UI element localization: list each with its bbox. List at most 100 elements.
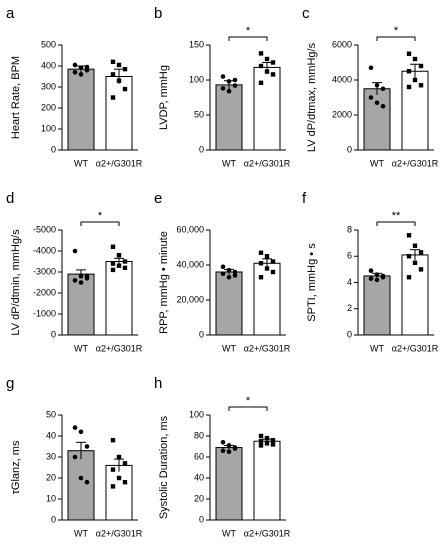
data-point bbox=[232, 269, 238, 275]
data-point bbox=[258, 250, 264, 255]
bar bbox=[215, 84, 243, 151]
data-point bbox=[72, 278, 78, 283]
data-point bbox=[122, 66, 128, 72]
x-tick-label: α2+/G301R bbox=[392, 343, 439, 353]
x-tick-label: α2+/G301R bbox=[244, 528, 291, 538]
bar bbox=[253, 66, 281, 151]
data-point bbox=[264, 56, 270, 62]
data-point bbox=[122, 259, 128, 264]
significance-label: * bbox=[246, 395, 251, 407]
panel-letter: a bbox=[6, 5, 15, 22]
y-tick-label: 0 bbox=[199, 514, 204, 524]
x-tick-label: α2+/G301R bbox=[392, 158, 439, 168]
y-tick-label: 0 bbox=[51, 329, 56, 339]
x-tick-label: WT bbox=[222, 343, 236, 353]
y-tick-label: 0 bbox=[51, 144, 56, 154]
y-tick-label: 40 bbox=[194, 472, 204, 482]
panel-letter: f bbox=[302, 190, 307, 207]
data-point bbox=[374, 82, 380, 88]
x-tick-label: α2+/G301R bbox=[96, 528, 143, 538]
data-point bbox=[110, 267, 116, 273]
y-tick-label: -5000 bbox=[33, 224, 56, 234]
data-point bbox=[270, 72, 276, 77]
data-point bbox=[226, 443, 232, 448]
y-tick-label: 400 bbox=[41, 60, 56, 70]
data-point bbox=[220, 86, 226, 91]
data-point bbox=[270, 269, 276, 275]
data-point bbox=[110, 72, 116, 77]
bar bbox=[253, 440, 281, 521]
data-point bbox=[412, 260, 418, 266]
y-axis-label: RPP, mmHg • minute bbox=[158, 231, 170, 334]
data-point bbox=[264, 69, 270, 74]
y-tick-label: 500 bbox=[41, 39, 56, 49]
y-tick-label: 100 bbox=[41, 123, 56, 133]
bar bbox=[401, 70, 429, 151]
data-point bbox=[380, 103, 386, 109]
bar bbox=[253, 262, 281, 336]
panel-letter: h bbox=[154, 375, 162, 392]
y-tick-label: 80 bbox=[194, 430, 204, 440]
y-tick-label: 0 bbox=[347, 329, 352, 339]
data-point bbox=[116, 475, 122, 481]
data-point bbox=[232, 446, 238, 451]
y-axis-label: Systolic Duration, ms bbox=[158, 415, 170, 519]
y-axis-label: LVDP, mmHg bbox=[158, 65, 170, 130]
panel-letter: e bbox=[154, 190, 162, 207]
data-point bbox=[122, 265, 128, 270]
significance-label: * bbox=[98, 210, 103, 222]
y-tick-label: 6000 bbox=[332, 39, 352, 49]
data-point bbox=[110, 95, 116, 100]
data-point bbox=[368, 65, 374, 71]
y-tick-label: 100 bbox=[189, 74, 204, 84]
y-tick-label: 2 bbox=[347, 303, 352, 313]
x-tick-label: α2+/G301R bbox=[244, 158, 291, 168]
data-point bbox=[270, 442, 276, 447]
data-point bbox=[78, 65, 84, 70]
data-point bbox=[264, 254, 270, 259]
y-tick-label: 300 bbox=[41, 81, 56, 91]
data-point bbox=[78, 475, 84, 481]
data-point bbox=[226, 267, 232, 273]
data-point bbox=[374, 100, 380, 106]
data-point bbox=[220, 440, 226, 445]
data-point bbox=[72, 62, 78, 68]
data-point bbox=[258, 275, 264, 280]
data-point bbox=[270, 60, 276, 65]
y-tick-label: 2000 bbox=[332, 109, 352, 119]
data-point bbox=[412, 56, 418, 62]
data-point bbox=[412, 77, 418, 83]
significance-bracket bbox=[228, 36, 268, 41]
data-point bbox=[264, 441, 270, 446]
y-tick-label: 6 bbox=[347, 251, 352, 261]
data-point bbox=[84, 444, 90, 449]
data-point bbox=[72, 248, 78, 254]
significance-bracket bbox=[376, 36, 416, 41]
data-point bbox=[226, 79, 232, 84]
y-tick-label: 40 bbox=[46, 430, 56, 440]
data-point bbox=[258, 63, 264, 69]
data-point bbox=[258, 439, 264, 444]
data-point bbox=[220, 74, 226, 79]
x-tick-label: WT bbox=[74, 528, 88, 538]
data-point bbox=[418, 63, 424, 69]
data-point bbox=[418, 250, 424, 255]
data-point bbox=[406, 233, 412, 238]
data-point bbox=[232, 77, 238, 83]
data-point bbox=[78, 273, 84, 279]
data-point bbox=[406, 69, 412, 74]
y-tick-label: 50 bbox=[194, 109, 204, 119]
data-point bbox=[406, 51, 412, 56]
data-point bbox=[110, 59, 116, 64]
data-point bbox=[72, 70, 78, 75]
y-tick-label: -2000 bbox=[33, 287, 56, 297]
panel-letter: d bbox=[6, 190, 14, 207]
y-tick-label: 4 bbox=[347, 277, 352, 287]
panel-letter: b bbox=[154, 5, 162, 22]
data-point bbox=[78, 72, 84, 77]
data-point bbox=[374, 277, 380, 283]
significance-bracket bbox=[228, 406, 268, 411]
data-point bbox=[84, 479, 90, 485]
data-point bbox=[226, 88, 232, 94]
data-point bbox=[116, 263, 122, 268]
